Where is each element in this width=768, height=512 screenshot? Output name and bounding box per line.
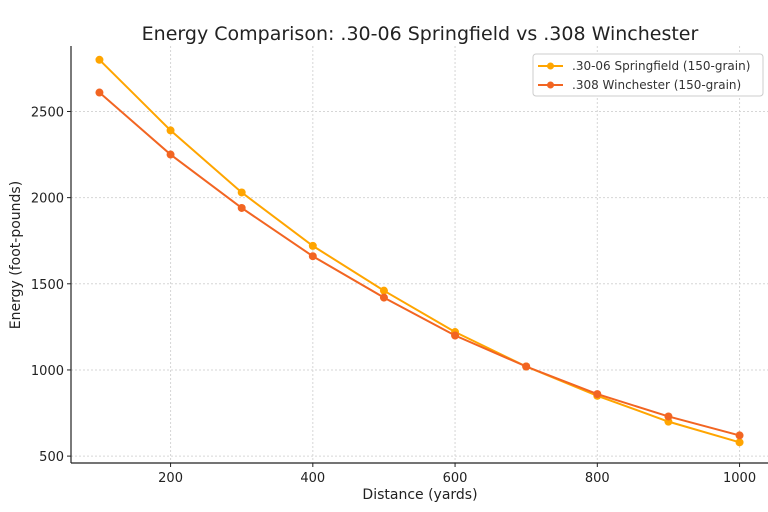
grid bbox=[71, 46, 768, 463]
x-tick-label: 1000 bbox=[723, 471, 756, 486]
data-point bbox=[522, 362, 531, 371]
legend-label: .30-06 Springfield (150-grain) bbox=[572, 59, 750, 73]
axes: 200 400 600 800 1000 500 1000 1500 2000 2500 bbox=[31, 46, 768, 486]
y-tick-label: 2000 bbox=[31, 192, 64, 207]
legend-marker bbox=[547, 62, 554, 70]
data-point bbox=[735, 431, 744, 440]
x-tick-label: 200 bbox=[158, 471, 183, 486]
data-point bbox=[166, 126, 175, 135]
data-point bbox=[593, 390, 602, 399]
x-tick-label: 400 bbox=[300, 471, 325, 486]
data-point bbox=[664, 412, 673, 421]
data-point bbox=[237, 203, 246, 212]
legend-label: .308 Winchester (150-grain) bbox=[572, 78, 741, 92]
data-point bbox=[451, 331, 460, 340]
y-tick-label: 2500 bbox=[31, 105, 64, 120]
data-point bbox=[237, 188, 246, 197]
chart-title: Energy Comparison: .30-06 Springfield vs… bbox=[142, 23, 699, 45]
data-point bbox=[308, 241, 317, 250]
series-line bbox=[98, 91, 740, 437]
legend-box bbox=[532, 53, 764, 97]
y-tick-label: 1500 bbox=[31, 278, 64, 293]
x-axis-label: Distance (yards) bbox=[362, 487, 477, 503]
y-tick-label: 500 bbox=[39, 450, 64, 465]
series-layer bbox=[95, 55, 744, 447]
data-point bbox=[308, 252, 317, 261]
data-point bbox=[95, 88, 104, 97]
series-line bbox=[98, 59, 740, 444]
x-tick-label: 800 bbox=[585, 471, 610, 486]
y-tick-label: 1000 bbox=[31, 364, 64, 379]
data-point bbox=[166, 150, 175, 159]
data-point bbox=[735, 438, 744, 447]
legend: .30-06 Springfield (150-grain) .308 Winch… bbox=[532, 53, 764, 97]
x-tick-label: 600 bbox=[443, 471, 468, 486]
legend-marker bbox=[547, 81, 554, 89]
data-point bbox=[379, 286, 388, 295]
data-point bbox=[379, 293, 388, 302]
data-point bbox=[95, 55, 104, 64]
y-axis-label: Energy (foot-pounds) bbox=[8, 181, 24, 329]
